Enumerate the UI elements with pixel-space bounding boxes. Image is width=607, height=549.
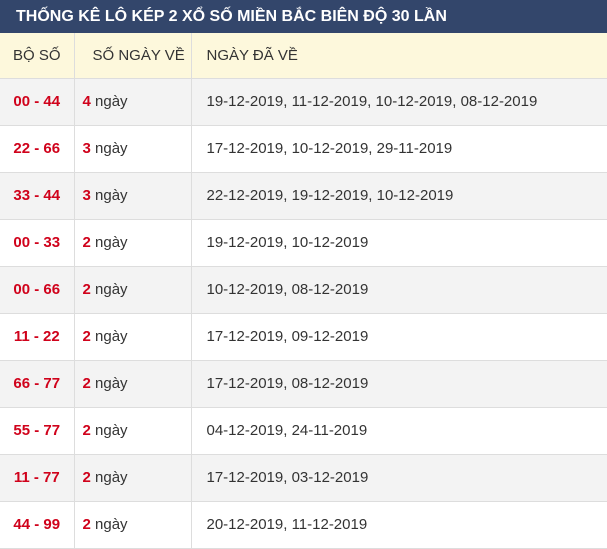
table-row: 66 - 77 2 ngày 17-12-2019, 08-12-2019 <box>0 360 607 408</box>
pair-cell: 11 - 77 <box>0 454 75 502</box>
count-value: 2 <box>82 328 91 345</box>
dates-cell: 17-12-2019, 10-12-2019, 29-11-2019 <box>191 125 607 173</box>
pair-cell: 55 - 77 <box>0 407 75 455</box>
table-row: 55 - 77 2 ngày 04-12-2019, 24-11-2019 <box>0 407 607 455</box>
pair-cell: 00 - 44 <box>0 78 75 126</box>
page-title: THỐNG KÊ LÔ KÉP 2 XỔ SỐ MIỀN BẮC BIÊN ĐỘ… <box>0 0 607 33</box>
dates-cell: 10-12-2019, 08-12-2019 <box>191 266 607 314</box>
table-row: 22 - 66 3 ngày 17-12-2019, 10-12-2019, 2… <box>0 125 607 173</box>
pair-cell: 22 - 66 <box>0 125 75 173</box>
count-unit: ngày <box>95 516 128 533</box>
header-pair: BỘ SỐ <box>0 33 75 79</box>
dates-cell: 20-12-2019, 11-12-2019 <box>191 501 607 549</box>
count-unit: ngày <box>95 187 128 204</box>
count-value: 2 <box>82 375 91 392</box>
count-cell: 2 ngày <box>74 313 192 361</box>
dates-cell: 17-12-2019, 08-12-2019 <box>191 360 607 408</box>
table-row: 33 - 44 3 ngày 22-12-2019, 19-12-2019, 1… <box>0 172 607 220</box>
count-cell: 3 ngày <box>74 172 192 220</box>
count-unit: ngày <box>95 422 128 439</box>
dates-cell: 04-12-2019, 24-11-2019 <box>191 407 607 455</box>
count-cell: 2 ngày <box>74 219 192 267</box>
pair-cell: 11 - 22 <box>0 313 75 361</box>
dates-cell: 19-12-2019, 10-12-2019 <box>191 219 607 267</box>
header-count: SỐ NGÀY VỀ <box>74 33 192 79</box>
count-unit: ngày <box>95 469 128 486</box>
count-value: 2 <box>82 469 91 486</box>
dates-cell: 17-12-2019, 03-12-2019 <box>191 454 607 502</box>
header-dates: NGÀY ĐÃ VỀ <box>191 33 607 79</box>
pair-cell: 66 - 77 <box>0 360 75 408</box>
count-unit: ngày <box>95 140 128 157</box>
count-value: 2 <box>82 516 91 533</box>
table-row: 00 - 66 2 ngày 10-12-2019, 08-12-2019 <box>0 266 607 314</box>
count-value: 2 <box>82 234 91 251</box>
stats-table: BỘ SỐ SỐ NGÀY VỀ NGÀY ĐÃ VỀ 00 - 44 4 ng… <box>0 33 607 549</box>
table-row: 11 - 77 2 ngày 17-12-2019, 03-12-2019 <box>0 454 607 502</box>
dates-cell: 22-12-2019, 19-12-2019, 10-12-2019 <box>191 172 607 220</box>
table-row: 00 - 33 2 ngày 19-12-2019, 10-12-2019 <box>0 219 607 267</box>
count-unit: ngày <box>95 234 128 251</box>
pair-cell: 44 - 99 <box>0 501 75 549</box>
count-value: 2 <box>82 422 91 439</box>
count-unit: ngày <box>95 328 128 345</box>
pair-cell: 00 - 33 <box>0 219 75 267</box>
table-row: 44 - 99 2 ngày 20-12-2019, 11-12-2019 <box>0 501 607 549</box>
count-cell: 2 ngày <box>74 266 192 314</box>
count-cell: 2 ngày <box>74 407 192 455</box>
table-row: 00 - 44 4 ngày 19-12-2019, 11-12-2019, 1… <box>0 78 607 126</box>
count-cell: 2 ngày <box>74 501 192 549</box>
count-cell: 2 ngày <box>74 454 192 502</box>
count-cell: 4 ngày <box>74 78 192 126</box>
count-value: 3 <box>82 140 91 157</box>
table-row: 11 - 22 2 ngày 17-12-2019, 09-12-2019 <box>0 313 607 361</box>
count-unit: ngày <box>95 375 128 392</box>
count-value: 3 <box>82 187 91 204</box>
pair-cell: 00 - 66 <box>0 266 75 314</box>
dates-cell: 17-12-2019, 09-12-2019 <box>191 313 607 361</box>
pair-cell: 33 - 44 <box>0 172 75 220</box>
dates-cell: 19-12-2019, 11-12-2019, 10-12-2019, 08-1… <box>191 78 607 126</box>
count-unit: ngày <box>95 93 128 110</box>
count-unit: ngày <box>95 281 128 298</box>
count-value: 2 <box>82 281 91 298</box>
count-cell: 3 ngày <box>74 125 192 173</box>
table-header: BỘ SỐ SỐ NGÀY VỀ NGÀY ĐÃ VỀ <box>0 33 607 79</box>
count-cell: 2 ngày <box>74 360 192 408</box>
count-value: 4 <box>82 93 91 110</box>
